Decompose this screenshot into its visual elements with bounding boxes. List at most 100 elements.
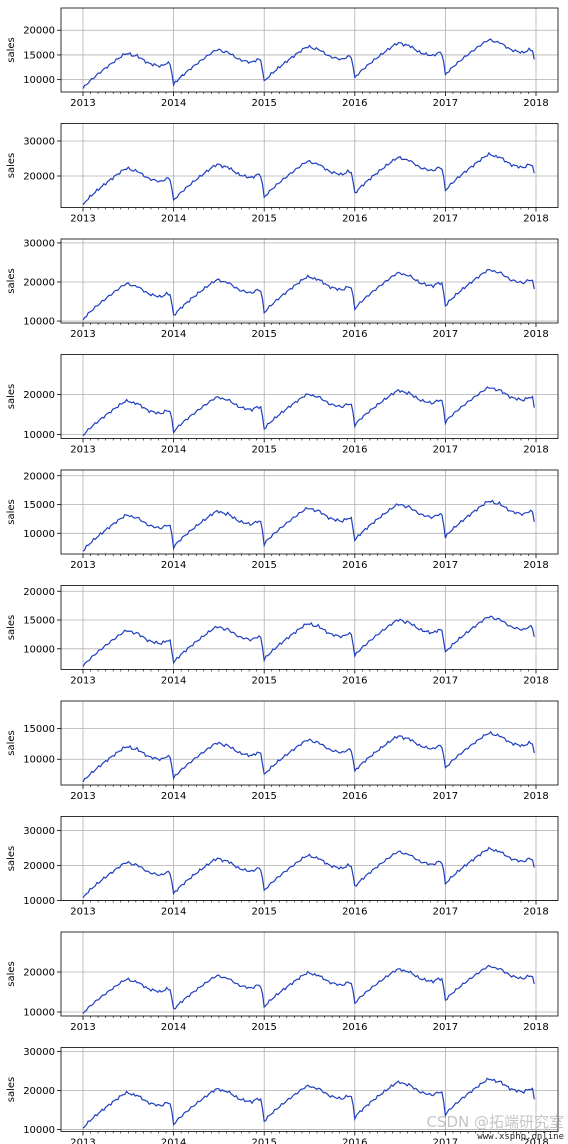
y-tick-label: 30000 [23, 137, 55, 148]
x-tick-label: 2018 [523, 1138, 548, 1144]
x-tick-label: 2018 [523, 907, 548, 918]
watermark: CSDN @拓端研究室 www.xsphp.online [426, 1111, 564, 1142]
series-line [82, 499, 535, 552]
y-axis-label: sales [6, 153, 17, 178]
axes-frame [60, 469, 559, 555]
x-tick-label: 2014 [161, 1138, 186, 1144]
y-axis-label: sales [6, 961, 17, 986]
x-tick-label: 2018 [523, 1022, 548, 1033]
x-tick-label: 2017 [433, 1022, 458, 1033]
series-line [82, 268, 535, 321]
y-tick-label: 10000 [23, 75, 55, 86]
axes-frame [60, 931, 559, 1017]
x-tick-label: 2017 [433, 676, 458, 687]
x-tick-label: 2014 [161, 329, 186, 340]
axes-frame [60, 585, 559, 670]
subplot-3: 2013 2014 2015 2016 2017 2018 10000 20000 30000 s… [6, 238, 559, 340]
x-tick-label: 2013 [70, 214, 95, 225]
x-tick-label: 2014 [161, 560, 186, 571]
x-tick-label: 2018 [523, 445, 548, 456]
axes-frame [60, 123, 559, 208]
x-tick-label: 2016 [342, 214, 367, 225]
x-tick-label: 2017 [433, 98, 458, 109]
x-tick-label: 2013 [70, 329, 95, 340]
x-tick-label: 2013 [70, 791, 95, 802]
y-tick-label: 15000 [23, 724, 55, 735]
y-tick-label: 10000 [23, 317, 55, 328]
x-tick-label: 2015 [251, 98, 276, 109]
x-tick-label: 2015 [251, 329, 276, 340]
x-tick-label: 2015 [251, 445, 276, 456]
y-tick-label: 10000 [23, 755, 55, 766]
x-tick-label: 2018 [523, 214, 548, 225]
subplot-4: 2013 2014 2015 2016 2017 2018 10000 20000 sales [6, 354, 559, 456]
y-tick-label: 10000 [23, 896, 55, 907]
x-tick-label: 2015 [251, 560, 276, 571]
y-tick-label: 10000 [23, 1008, 55, 1019]
subplot-9: 2013 2014 2015 2016 2017 2018 10000 20000 sales [6, 931, 559, 1033]
x-tick-label: 2014 [161, 791, 186, 802]
x-tick-label: 2018 [523, 329, 548, 340]
x-tick-label: 2016 [342, 560, 367, 571]
x-tick-label: 2016 [342, 1138, 367, 1144]
y-tick-label: 10000 [23, 430, 55, 441]
x-tick-label: 2016 [342, 98, 367, 109]
x-tick-label: 2018 [523, 560, 548, 571]
x-tick-label: 2017 [433, 791, 458, 802]
x-tick-label: 2013 [70, 560, 95, 571]
x-tick-label: 2015 [251, 676, 276, 687]
subplot-6: 2013 2014 2015 2016 2017 2018 10000 15000 20000 s… [6, 585, 559, 687]
axes-frame [60, 238, 559, 324]
x-tick-label: 2014 [161, 676, 186, 687]
y-tick-label: 20000 [23, 587, 55, 598]
y-tick-label: 15000 [23, 50, 55, 61]
y-tick-label: 20000 [23, 277, 55, 288]
series-line [82, 38, 535, 89]
y-tick-label: 20000 [23, 390, 55, 401]
x-tick-label: 2016 [342, 791, 367, 802]
series-line [82, 1077, 535, 1129]
x-tick-label: 2017 [433, 445, 458, 456]
y-tick-label: 20000 [23, 861, 55, 872]
y-tick-label: 15000 [23, 500, 55, 511]
x-tick-label: 2015 [251, 1022, 276, 1033]
y-axis-label: sales [6, 615, 17, 640]
watermark-url: www.xsphp.online [477, 1132, 564, 1142]
y-tick-label: 10000 [23, 529, 55, 540]
series-line [82, 615, 535, 667]
x-tick-label: 2016 [342, 445, 367, 456]
y-axis-label: sales [6, 846, 17, 871]
x-tick-label: 2014 [161, 214, 186, 225]
x-tick-label: 2013 [70, 676, 95, 687]
x-tick-label: 2014 [161, 1022, 186, 1033]
series-line [82, 151, 535, 206]
x-tick-label: 2015 [251, 907, 276, 918]
x-tick-label: 2018 [523, 676, 548, 687]
x-tick-label: 2013 [70, 98, 95, 109]
series-line [82, 730, 535, 783]
y-tick-label: 20000 [23, 26, 55, 37]
series-line [82, 846, 535, 899]
y-axis-label: sales [6, 730, 17, 755]
x-tick-label: 2016 [342, 907, 367, 918]
x-tick-label: 2013 [70, 445, 95, 456]
series-line [82, 964, 535, 1014]
axes-frame [60, 700, 559, 786]
y-tick-label: 30000 [23, 826, 55, 837]
subplot-8: 2013 2014 2015 2016 2017 2018 10000 20000 30000 s… [6, 816, 559, 918]
subplot-5: 2013 2014 2015 2016 2017 2018 10000 15000 20000 s… [6, 469, 559, 571]
series-line [82, 386, 535, 437]
subplot-2: 2013 2014 2015 2016 2017 2018 20000 30000 sales [6, 123, 559, 225]
x-tick-label: 2017 [433, 1138, 458, 1144]
x-tick-label: 2018 [523, 791, 548, 802]
y-tick-label: 30000 [23, 1047, 55, 1058]
y-tick-label: 15000 [23, 616, 55, 627]
x-tick-label: 2013 [70, 1022, 95, 1033]
y-tick-label: 10000 [23, 644, 55, 655]
y-tick-label: 10000 [23, 1125, 55, 1136]
x-tick-label: 2017 [433, 560, 458, 571]
x-tick-label: 2013 [70, 1138, 95, 1144]
axes-frame [60, 354, 559, 439]
watermark-text: CSDN @拓端研究室 [426, 1113, 564, 1131]
